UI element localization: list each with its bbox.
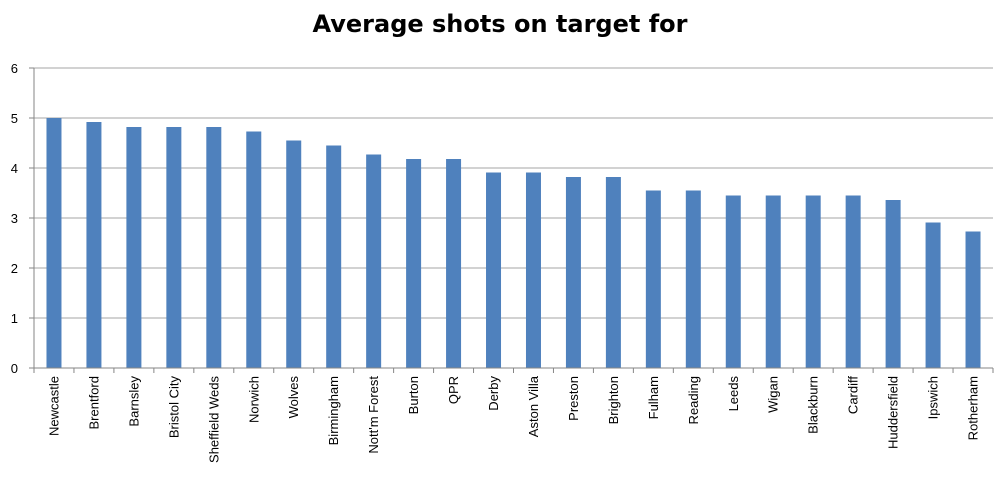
y-tick-label: 4: [11, 161, 18, 176]
x-tick-label: Brighton: [606, 376, 621, 424]
x-tick-label: Birmingham: [326, 376, 341, 445]
x-tick-label: QPR: [446, 376, 461, 404]
bar: [206, 127, 222, 368]
bar: [925, 222, 941, 368]
y-tick-label: 0: [11, 361, 18, 376]
bar: [645, 190, 661, 368]
x-tick-label: Huddersfield: [886, 376, 901, 449]
y-axis-tick-labels: 0 1 2 3 4 5 6: [11, 61, 18, 376]
bar: [765, 195, 781, 368]
x-tick-label: Bristol City: [166, 376, 181, 439]
x-tick-label: Brentford: [86, 376, 101, 429]
x-tick-label: Norwich: [246, 376, 261, 423]
bar: [406, 159, 422, 368]
x-tick-label: Derby: [486, 376, 501, 411]
bar: [366, 154, 382, 368]
y-tick-label: 6: [11, 61, 18, 76]
x-tick-label: Ipswich: [926, 376, 941, 419]
bar: [246, 131, 262, 368]
bars: [46, 118, 981, 368]
bar: [86, 122, 102, 368]
bar: [685, 190, 701, 368]
axes: [29, 67, 994, 373]
x-axis-tick-labels: Newcastle Brentford Barnsley Bristol City Sh…: [46, 375, 980, 463]
bar: [446, 159, 462, 368]
x-tick-label: Rotherham: [966, 376, 981, 440]
y-tick-label: 3: [11, 211, 18, 226]
x-tick-label: Cardiff: [846, 376, 861, 414]
bar: [805, 195, 821, 368]
x-tick-label: Newcastle: [46, 376, 61, 436]
bar: [286, 140, 302, 368]
bar: [725, 195, 741, 368]
bar: [605, 177, 621, 368]
bar: [126, 127, 142, 368]
x-tick-label: Preston: [566, 376, 581, 421]
bar: [885, 200, 901, 368]
y-tick-label: 5: [11, 111, 18, 126]
y-tick-label: 1: [11, 311, 18, 326]
bar: [46, 118, 62, 368]
x-tick-label: Aston Villa: [526, 375, 541, 437]
x-tick-label: Fulham: [646, 376, 661, 419]
x-tick-label: Sheffield Weds: [206, 376, 221, 463]
x-tick-label: Wolves: [286, 376, 301, 419]
x-tick-label: Leeds: [726, 376, 741, 412]
x-tick-label: Nott'm Forest: [366, 376, 381, 454]
y-tick-label: 2: [11, 261, 18, 276]
chart-title: Average shots on target for: [312, 10, 688, 38]
bar: [525, 172, 541, 368]
x-tick-label: Burton: [406, 376, 421, 414]
bar: [565, 177, 581, 368]
gridlines: [34, 67, 993, 319]
x-tick-label: Barnsley: [126, 376, 141, 427]
bar: [326, 145, 342, 368]
bar: [965, 231, 981, 368]
x-tick-label: Wigan: [766, 376, 781, 413]
bar: [486, 172, 502, 368]
x-tick-label: Blackburn: [806, 376, 821, 434]
bar: [166, 127, 182, 368]
x-tick-label: Reading: [686, 376, 701, 424]
bar: [845, 195, 861, 368]
